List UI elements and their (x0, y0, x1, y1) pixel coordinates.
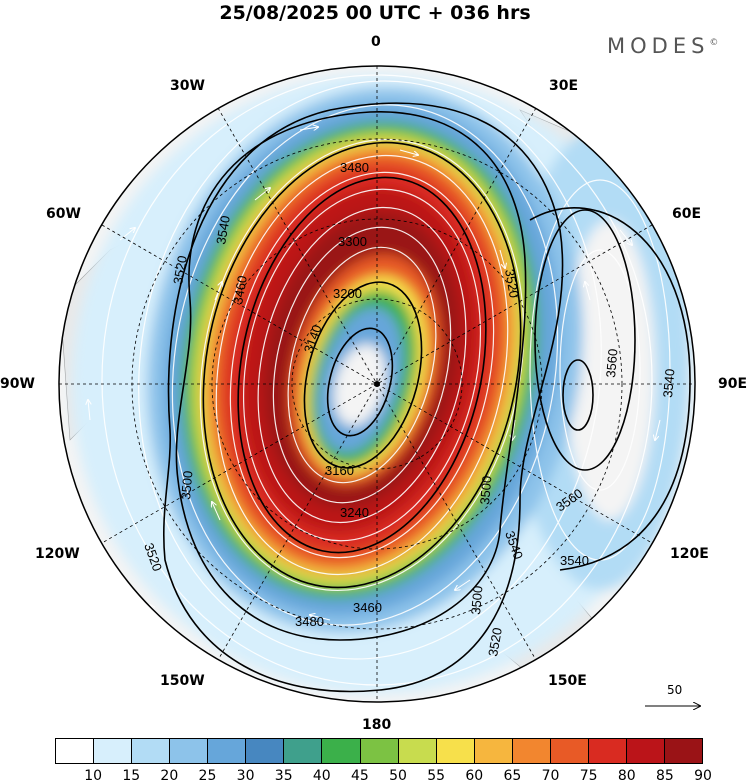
colorbar-swatch (246, 739, 285, 763)
svg-text:3540: 3540 (660, 368, 677, 398)
brand-logo: MODES© (607, 34, 719, 58)
colorbar-tick-label: 90 (694, 768, 712, 784)
colorbar-tick-label: 50 (389, 768, 407, 784)
lon-label-150w: 150W (160, 673, 205, 689)
colorbar-tick-label: 85 (655, 768, 674, 784)
svg-text:3500: 3500 (178, 470, 195, 500)
colorbar-tick-label: 30 (236, 768, 255, 784)
svg-text:3520: 3520 (485, 626, 505, 657)
colorbar-swatch (360, 739, 399, 763)
height-contours (162, 102, 691, 693)
colorbar-tick-label: 75 (579, 768, 598, 784)
lon-label-90w: 90W (0, 376, 35, 392)
colorbar-swatch (170, 739, 209, 763)
svg-text:3240: 3240 (340, 505, 369, 520)
lon-label-150e: 150E (548, 673, 587, 689)
colorbar-tick-label: 55 (427, 768, 446, 784)
svg-text:3460: 3460 (353, 600, 382, 615)
colorbar (55, 738, 703, 764)
colorbar-tick-label: 15 (122, 768, 141, 784)
colorbar-swatch (436, 739, 475, 763)
colorbar-tick-label: 10 (84, 768, 103, 784)
colorbar-swatch (512, 739, 551, 763)
colorbar-tick-label: 65 (503, 768, 522, 784)
colorbar-swatch (626, 739, 665, 763)
colorbar-tick-label: 45 (351, 768, 369, 784)
colorbar-swatch (588, 739, 627, 763)
pole-marker (374, 381, 380, 387)
colorbar-tick-label: 80 (617, 768, 636, 784)
lon-label-120e: 120E (670, 546, 709, 562)
colorbar-swatch (132, 739, 171, 763)
colorbar-tick-label: 20 (160, 768, 179, 784)
svg-text:3160: 3160 (325, 463, 354, 478)
map-title: 25/08/2025 00 UTC + 036 hrs (219, 2, 531, 24)
colorbar-swatch (284, 739, 323, 763)
colorbar-swatch (550, 739, 589, 763)
colorbar-tick-label: 60 (465, 768, 484, 784)
lon-label-90e: 90E (718, 376, 748, 392)
colorbar-swatch (474, 739, 513, 763)
colorbar-tick-label: 35 (274, 768, 293, 784)
map-boundary (58, 65, 696, 703)
svg-text:3540: 3540 (213, 214, 233, 245)
svg-text:3500: 3500 (468, 585, 485, 615)
lon-label-30e: 30E (549, 78, 579, 94)
svg-text:3540: 3540 (560, 553, 589, 568)
lon-label-30w: 30W (170, 78, 205, 94)
colorbar-swatch (56, 739, 95, 763)
colorbar-tick-label: 25 (198, 768, 217, 784)
svg-text:3480: 3480 (295, 614, 324, 629)
svg-text:3300: 3300 (338, 234, 367, 249)
lon-label-0: 0 (371, 34, 381, 50)
lon-label-60e: 60E (672, 206, 702, 222)
reference-vector-label: 50 (667, 683, 683, 697)
lon-label-60w: 60W (46, 206, 81, 222)
colorbar-tick-label: 70 (541, 768, 560, 784)
lon-label-180: 180 (362, 717, 392, 733)
svg-text:3560: 3560 (603, 348, 620, 378)
svg-text:3480: 3480 (340, 160, 369, 175)
colorbar-tick-label: 40 (312, 768, 331, 784)
colorbar-swatch (665, 739, 703, 763)
svg-text:3520: 3520 (502, 268, 522, 299)
colorbar-swatch (94, 739, 133, 763)
colorbar-swatch (398, 739, 437, 763)
colorbar-swatch (208, 739, 247, 763)
colorbar-swatch (322, 739, 361, 763)
svg-text:3460: 3460 (230, 274, 250, 305)
lon-label-120w: 120W (35, 546, 80, 562)
svg-text:3200: 3200 (333, 286, 362, 301)
svg-text:3500: 3500 (477, 475, 494, 505)
